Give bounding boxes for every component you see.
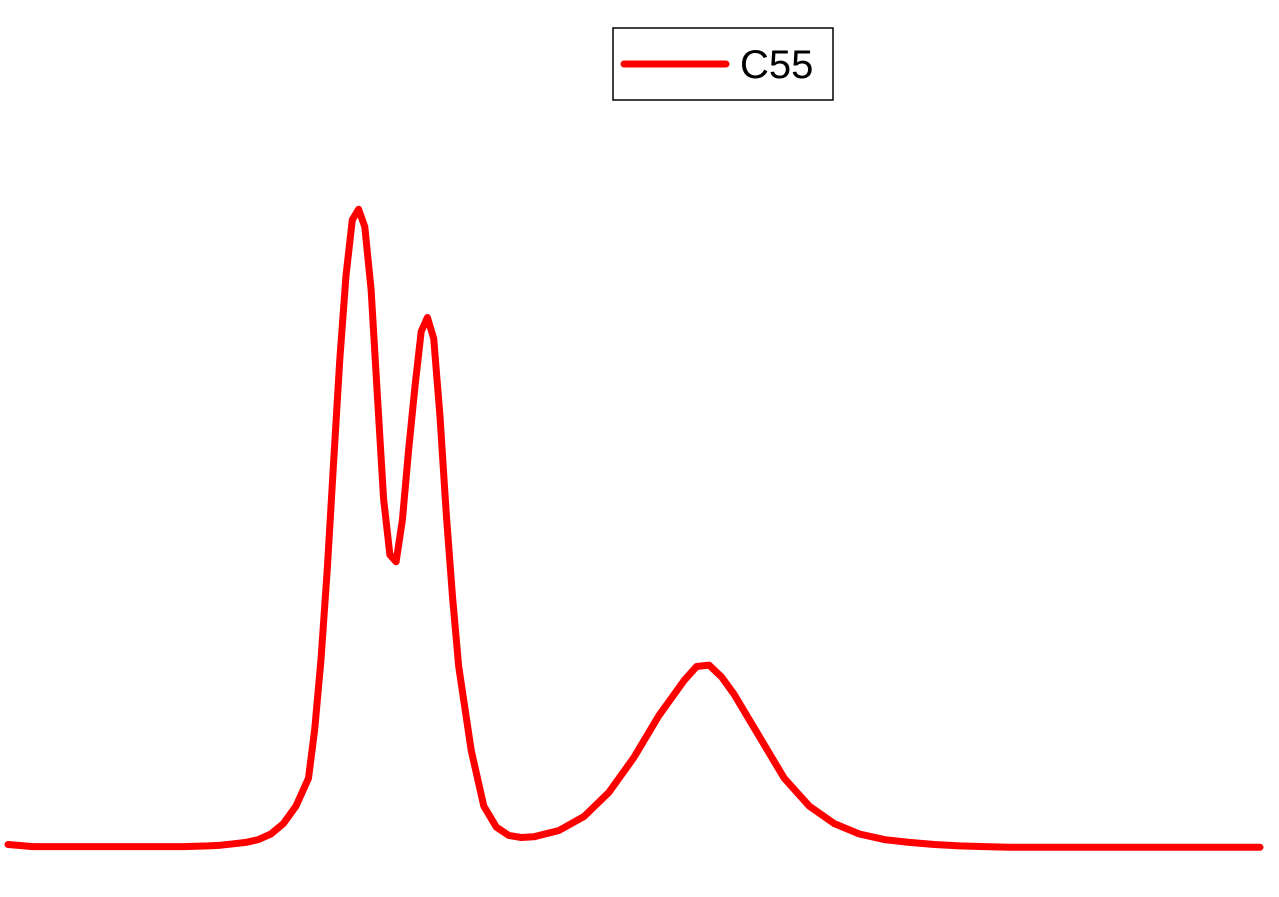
series-line-C55 — [4, 205, 1264, 851]
legend-label: C55 — [740, 43, 813, 87]
plot-area — [4, 205, 1264, 851]
legend: C55 — [612, 27, 834, 101]
